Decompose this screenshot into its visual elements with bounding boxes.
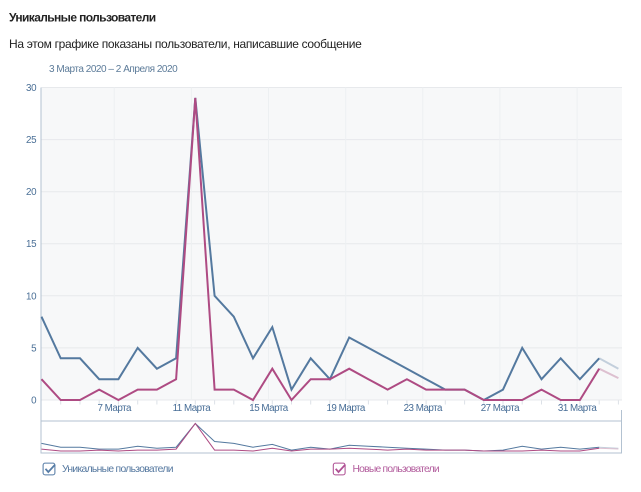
svg-text:Уникальные пользователи: Уникальные пользователи	[62, 464, 174, 475]
svg-text:19 Марта: 19 Марта	[326, 403, 365, 414]
svg-text:30: 30	[26, 83, 37, 94]
svg-text:11 Марта: 11 Марта	[173, 403, 212, 414]
svg-text:15: 15	[26, 239, 37, 250]
svg-text:20: 20	[26, 187, 37, 198]
svg-text:3 Марта 2020 – 2 Апреля 2020: 3 Марта 2020 – 2 Апреля 2020	[49, 64, 178, 75]
svg-text:15 Марта: 15 Марта	[249, 403, 288, 414]
svg-text:Уникальные пользователи: Уникальные пользователи	[9, 11, 156, 25]
svg-text:Новые пользователи: Новые пользователи	[353, 464, 440, 475]
svg-text:На этом графике показаны польз: На этом графике показаны пользователи, н…	[9, 37, 362, 51]
svg-text:31 Марта: 31 Марта	[558, 403, 597, 414]
svg-text:10: 10	[26, 291, 37, 302]
svg-text:23 Марта: 23 Марта	[404, 403, 443, 414]
svg-text:25: 25	[26, 135, 37, 146]
svg-text:7 Марта: 7 Марта	[97, 403, 132, 414]
svg-text:5: 5	[31, 343, 37, 354]
svg-text:0: 0	[31, 396, 37, 407]
svg-text:27 Марта: 27 Марта	[481, 403, 520, 414]
